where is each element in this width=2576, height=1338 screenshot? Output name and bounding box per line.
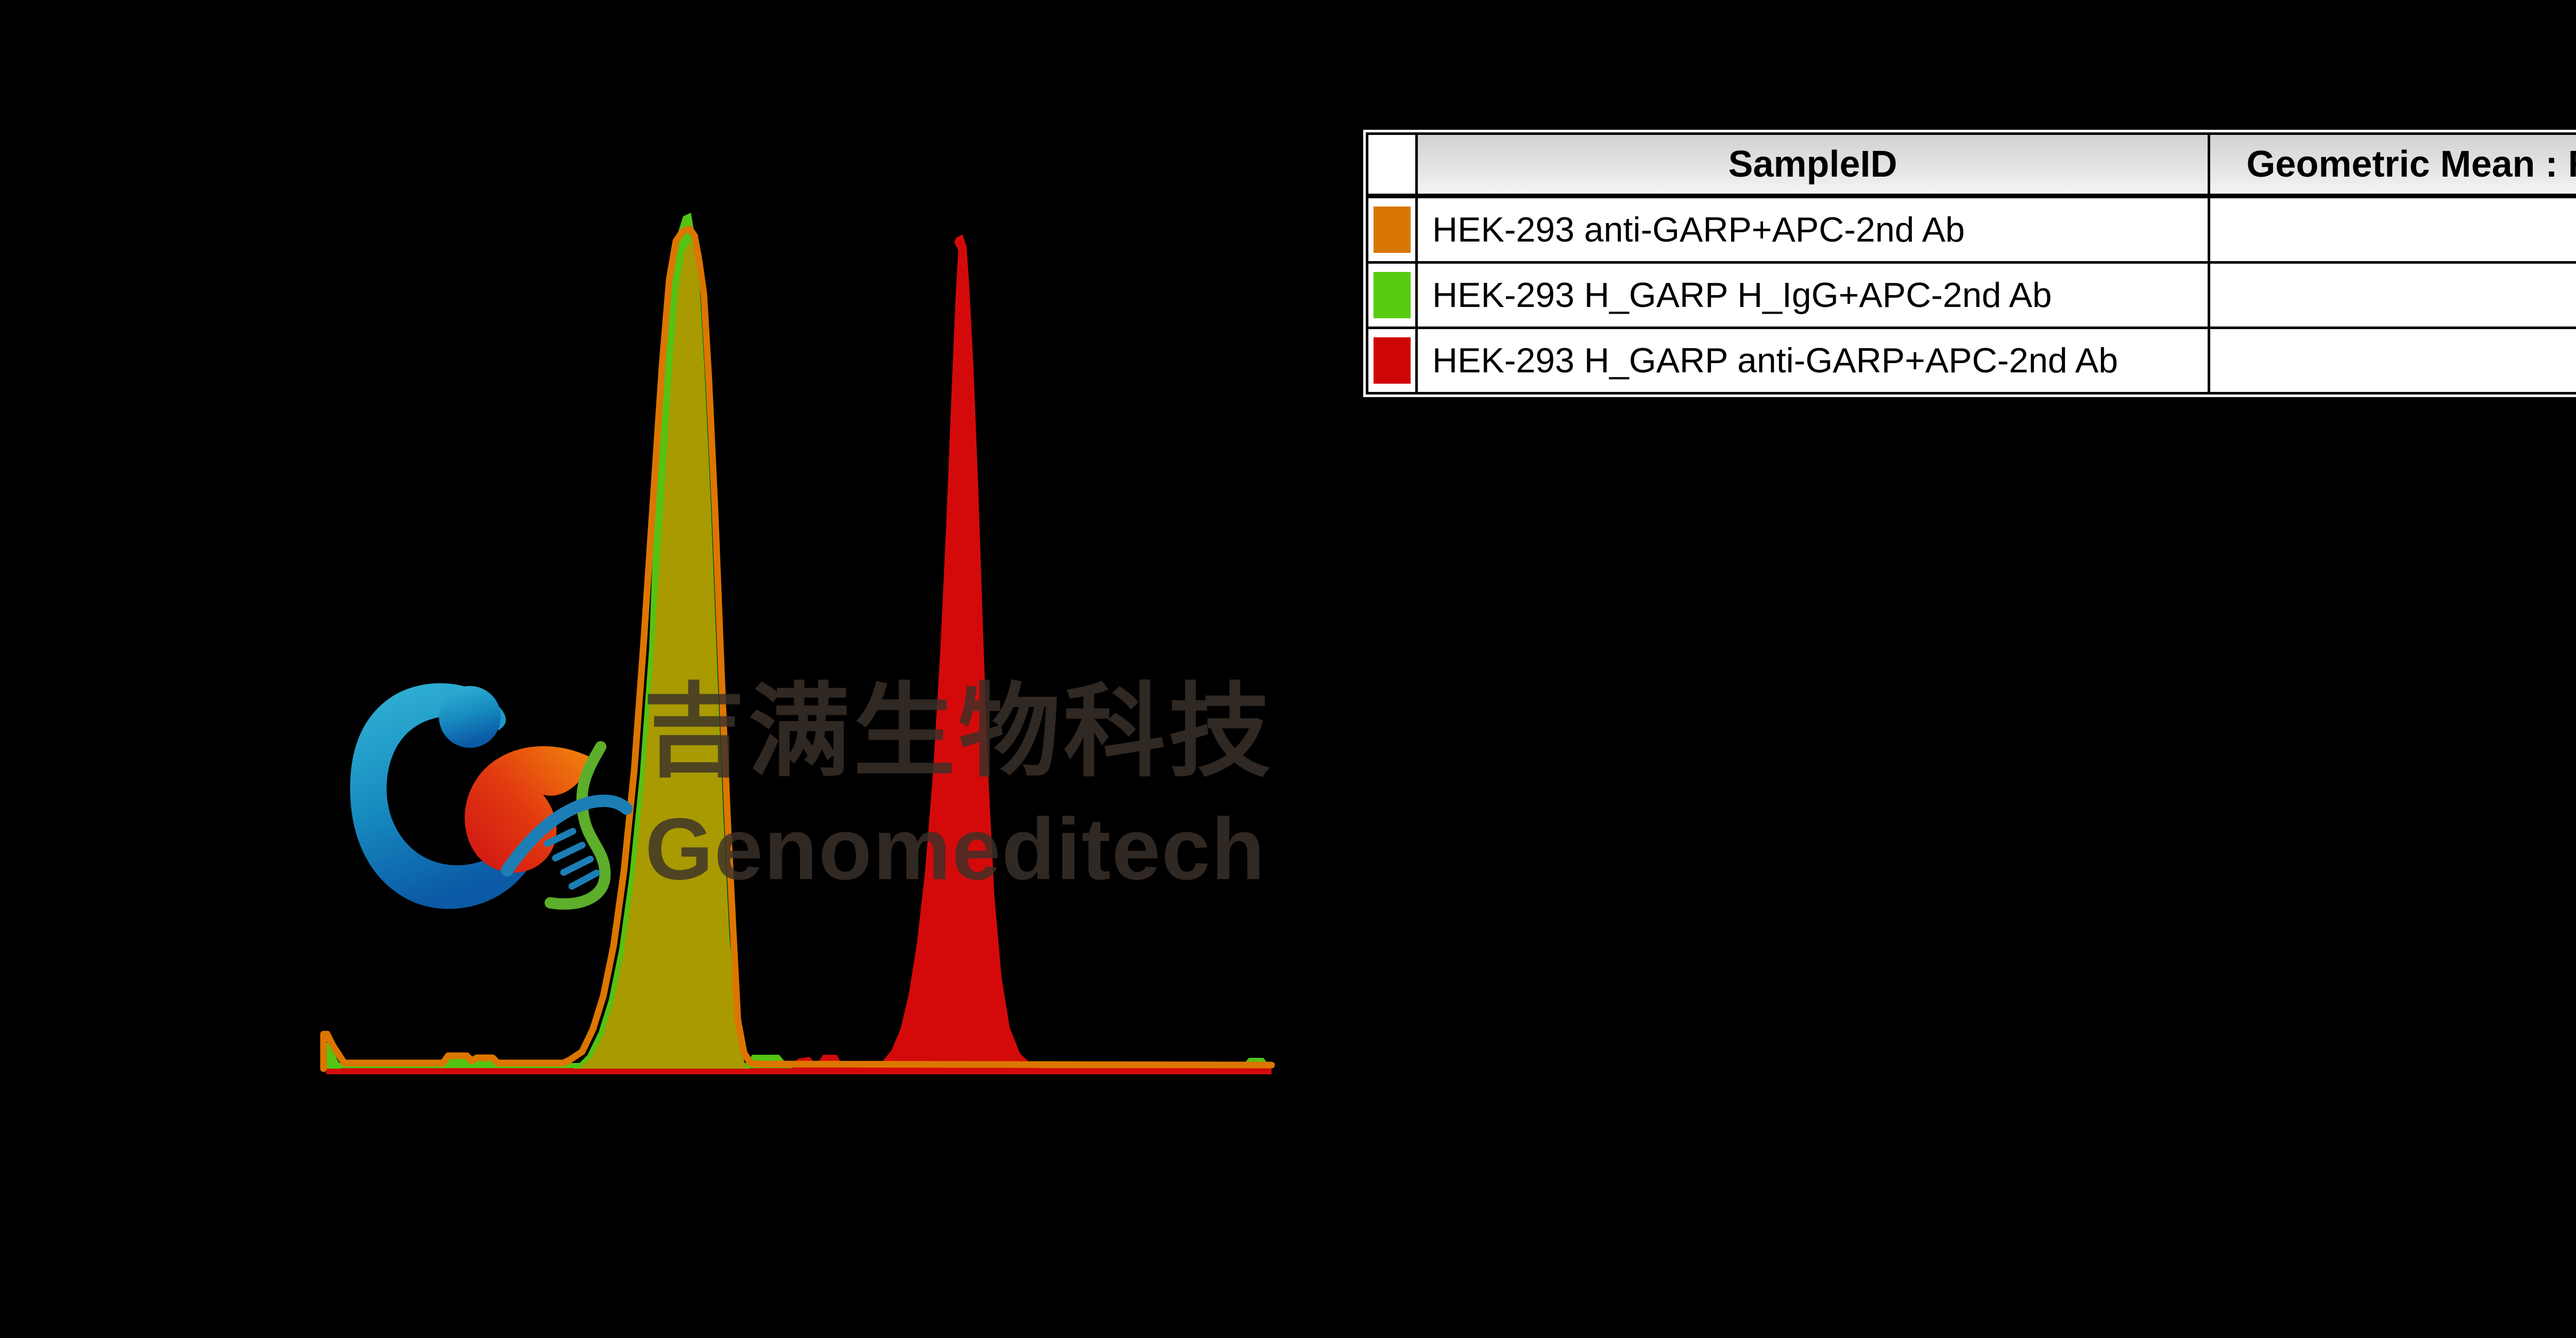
table-row: HEK-293 anti-GARP+APC-2nd Ab 2343 [1366,195,2576,264]
header-swatch-column [1366,132,1418,198]
histogram-curves [320,213,1275,1074]
geometric-mean-cell: 191169 [2208,327,2576,394]
series-color-swatch [1373,272,1411,318]
watermark-chinese-text: 吉满生物科技 [643,675,1274,788]
geometric-mean-cell: 2373 [2208,261,2576,329]
table-header-row: SampleID Geometric Mean : R675-H [1366,132,2576,198]
table-row: HEK-293 H_GARP anti-GARP+APC-2nd Ab 1911… [1366,327,2576,394]
series-color-swatch [1373,207,1411,253]
table-row: HEK-293 H_GARP H_IgG+APC-2nd Ab 2373 [1366,261,2576,329]
sample-statistics: SampleID Geometric Mean : R675-H HEK-293… [1366,132,2576,394]
geometric-mean-cell: 2343 [2208,195,2576,264]
header-sample-id: SampleID [1415,132,2210,198]
sample-id-cell: HEK-293 H_GARP anti-GARP+APC-2nd Ab [1415,327,2210,394]
swatch-cell [1366,195,1418,264]
watermark-latin-text: Genomeditech [645,800,1266,898]
swatch-cell [1366,261,1418,329]
swatch-cell [1366,327,1418,394]
sample-id-cell: HEK-293 anti-GARP+APC-2nd Ab [1415,195,2210,264]
header-geometric-mean: Geometric Mean : R675-H [2208,132,2576,198]
statistics-table: SampleID Geometric Mean : R675-H HEK-293… [1363,130,2576,397]
genomeditech-logo [350,683,633,910]
series-color-swatch [1373,337,1411,384]
sample-id-cell: HEK-293 H_GARP H_IgG+APC-2nd Ab [1415,261,2210,329]
